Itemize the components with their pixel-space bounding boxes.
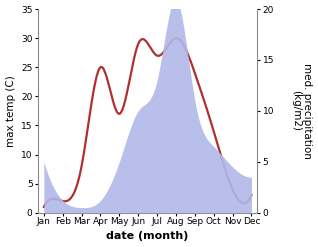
Y-axis label: max temp (C): max temp (C) <box>5 75 16 147</box>
X-axis label: date (month): date (month) <box>107 231 189 242</box>
Y-axis label: med. precipitation
(kg/m2): med. precipitation (kg/m2) <box>291 63 313 159</box>
